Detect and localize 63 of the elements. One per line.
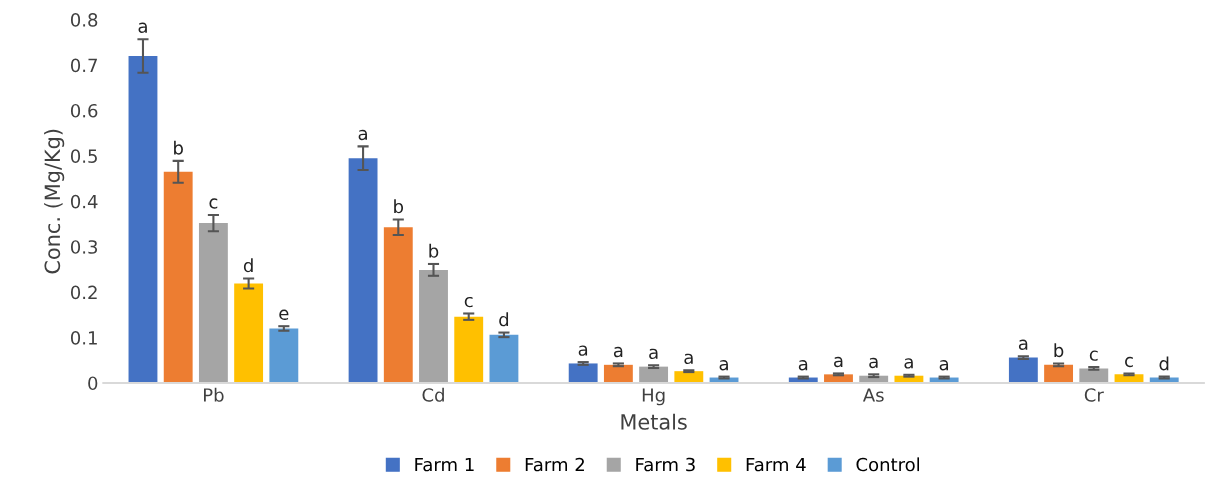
- legend-label: Control: [856, 457, 920, 472]
- data-label: a: [578, 345, 588, 356]
- legend-label: Farm 3: [636, 457, 695, 472]
- bar: [269, 328, 299, 383]
- bar: [639, 366, 669, 383]
- y-tick-label: 0.2: [70, 285, 97, 300]
- legend-label: Farm 4: [746, 457, 806, 472]
- x-tick-label: As: [862, 388, 884, 402]
- x-tick-label: Cr: [1084, 388, 1104, 402]
- data-label: c: [209, 198, 218, 209]
- bar: [198, 223, 228, 383]
- data-label: a: [719, 360, 728, 371]
- y-tick-label: 0.1: [70, 331, 97, 345]
- legend-label: Farm 1: [415, 457, 474, 472]
- bar: [568, 363, 598, 383]
- bar: [454, 316, 484, 383]
- data-label: a: [939, 360, 949, 371]
- y-tick-label: 0.7: [70, 58, 97, 73]
- data-label: a: [1018, 339, 1028, 350]
- data-label: a: [798, 360, 808, 371]
- x-tick-label: Pb: [204, 387, 224, 402]
- data-label: b: [429, 243, 439, 258]
- data-label: b: [394, 199, 404, 214]
- bar: [128, 55, 158, 383]
- y-tick-label: 0.5: [70, 149, 97, 164]
- data-label: b: [1054, 343, 1064, 358]
- data-label: c: [1125, 356, 1133, 368]
- bar: [1079, 368, 1109, 383]
- y-tick-label: 0.8: [70, 13, 98, 27]
- data-label: c: [1089, 350, 1098, 361]
- y-tick-label: 0: [88, 376, 98, 391]
- data-label: d: [1159, 356, 1169, 371]
- bar: [1044, 364, 1074, 383]
- legend-label: Farm 2: [525, 457, 584, 472]
- data-label: a: [834, 356, 843, 368]
- y-tick-label: 0.4: [70, 194, 98, 209]
- x-tick-label: Cd: [422, 387, 444, 402]
- data-label: e: [279, 309, 289, 320]
- y-tick-label: 0.3: [70, 240, 98, 254]
- data-label: d: [243, 258, 253, 273]
- data-label: a: [904, 358, 913, 369]
- data-label: a: [613, 346, 623, 358]
- bar: [419, 269, 448, 383]
- bar: [489, 334, 519, 383]
- x-axis-title: Metals: [621, 413, 687, 430]
- y-tick-label: 0.6: [70, 103, 98, 118]
- data-label: c: [464, 296, 473, 308]
- data-label: a: [358, 129, 367, 141]
- bar: [348, 158, 378, 383]
- x-tick-label: Hg: [642, 388, 665, 406]
- data-label: a: [138, 22, 147, 33]
- bar: [674, 371, 704, 383]
- bar: [163, 171, 193, 383]
- bar: [234, 283, 264, 383]
- data-label: a: [649, 348, 658, 360]
- bar: [1008, 357, 1038, 383]
- data-label: b: [174, 140, 183, 155]
- bar: [603, 364, 633, 383]
- bar: [383, 227, 413, 383]
- data-label: a: [869, 357, 878, 369]
- data-label: a: [684, 353, 693, 365]
- y-axis-title: Conc. (Mg/Kg): [44, 129, 65, 274]
- data-label: d: [499, 312, 509, 327]
